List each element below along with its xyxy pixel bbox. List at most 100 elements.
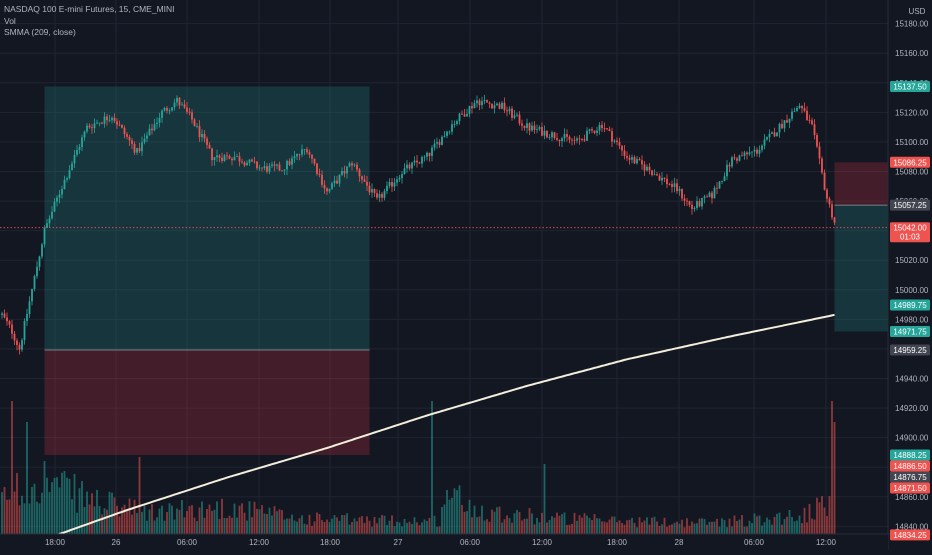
volume-bar bbox=[214, 510, 216, 534]
volume-bar bbox=[436, 527, 438, 534]
candle-body bbox=[619, 142, 621, 145]
volume-bar bbox=[206, 509, 208, 534]
price-label-text: 14989.75 bbox=[893, 301, 927, 310]
volume-bar bbox=[131, 515, 133, 534]
candle-body bbox=[199, 126, 201, 137]
volume-bar bbox=[376, 523, 378, 534]
x-tick-label: 12:00 bbox=[532, 538, 553, 547]
candle-body bbox=[316, 164, 318, 174]
volume-bar bbox=[624, 525, 626, 534]
volume-bar bbox=[231, 518, 233, 534]
volume-bar bbox=[336, 517, 338, 534]
volume-bar bbox=[6, 500, 8, 534]
candle-body bbox=[774, 132, 776, 136]
candle-body bbox=[489, 103, 491, 104]
candle-body bbox=[461, 114, 463, 115]
volume-bar bbox=[544, 464, 546, 534]
volume-bar bbox=[641, 522, 643, 534]
candle-body bbox=[289, 161, 291, 165]
candle-body bbox=[399, 178, 401, 179]
volume-bar bbox=[321, 520, 323, 534]
candle-body bbox=[759, 150, 761, 154]
symbol-title[interactable]: NASDAQ 100 E-mini Futures, 15, CME_MINI bbox=[4, 4, 175, 16]
volume-bar bbox=[536, 518, 538, 534]
candle-body bbox=[146, 135, 148, 138]
candle-body bbox=[319, 174, 321, 175]
candle-body bbox=[581, 139, 583, 140]
volume-bar bbox=[556, 513, 558, 534]
volume-bar bbox=[461, 505, 463, 534]
candle-body bbox=[174, 103, 176, 108]
candle-body bbox=[41, 244, 43, 256]
volume-bar bbox=[526, 519, 528, 534]
volume-bar bbox=[251, 517, 253, 534]
candle-body bbox=[466, 114, 468, 117]
volume-bar bbox=[511, 523, 513, 534]
candle-body bbox=[101, 123, 103, 124]
volume-bar bbox=[106, 510, 108, 534]
volume-bar bbox=[751, 523, 753, 534]
candle-body bbox=[509, 109, 511, 112]
volume-bar bbox=[646, 517, 648, 534]
candle-body bbox=[829, 199, 831, 205]
candle-body bbox=[469, 106, 471, 114]
candle-body bbox=[16, 341, 18, 345]
volume-legend[interactable]: Vol bbox=[4, 16, 175, 28]
volume-bar bbox=[549, 520, 551, 534]
volume-bar bbox=[136, 513, 138, 534]
volume-bar bbox=[486, 519, 488, 534]
volume-bar bbox=[576, 521, 578, 534]
candle-body bbox=[471, 106, 473, 108]
volume-bar bbox=[454, 488, 456, 534]
candle-body bbox=[834, 218, 836, 223]
volume-bar bbox=[296, 522, 298, 534]
candle-body bbox=[109, 120, 111, 121]
candle-body bbox=[784, 120, 786, 128]
volume-bar bbox=[109, 492, 111, 534]
candle-body bbox=[226, 155, 228, 156]
price-label-text: 15057.25 bbox=[893, 201, 927, 210]
candle-body bbox=[651, 170, 653, 175]
candle-body bbox=[596, 130, 598, 132]
candle-body bbox=[824, 173, 826, 190]
volume-bar bbox=[364, 523, 366, 534]
volume-bar bbox=[661, 524, 663, 534]
volume-bar bbox=[664, 518, 666, 534]
volume-bar bbox=[771, 525, 773, 534]
candle-body bbox=[786, 120, 788, 122]
volume-bar bbox=[541, 513, 543, 534]
volume-bar bbox=[786, 517, 788, 534]
volume-bar bbox=[429, 518, 431, 534]
candle-body bbox=[446, 132, 448, 136]
volume-bar bbox=[604, 522, 606, 534]
volume-bar bbox=[399, 522, 401, 534]
candle-body bbox=[129, 137, 131, 141]
volume-bar bbox=[551, 516, 553, 534]
volume-bar bbox=[409, 522, 411, 534]
volume-bar bbox=[776, 514, 778, 534]
candle-body bbox=[131, 140, 133, 143]
candle-body bbox=[296, 154, 298, 156]
candle-body bbox=[796, 108, 798, 111]
candle-body bbox=[91, 127, 93, 128]
candle-body bbox=[369, 186, 371, 193]
volume-bar bbox=[591, 520, 593, 534]
volume-bar bbox=[479, 516, 481, 534]
candle-body bbox=[276, 164, 278, 165]
candle-body bbox=[381, 194, 383, 198]
candle-body bbox=[571, 140, 573, 141]
candle-body bbox=[831, 204, 833, 217]
candle-body bbox=[66, 178, 68, 180]
volume-bar bbox=[241, 503, 243, 534]
smma-legend[interactable]: SMMA (209, close) bbox=[4, 27, 175, 39]
volume-bar bbox=[354, 518, 356, 534]
y-tick-label: 14860.00 bbox=[895, 493, 929, 502]
volume-bar bbox=[794, 521, 796, 534]
candle-body bbox=[291, 158, 293, 164]
x-tick-label: 27 bbox=[394, 538, 403, 547]
candle-body bbox=[624, 151, 626, 157]
candle-body bbox=[494, 105, 496, 108]
volume-bar bbox=[104, 508, 106, 534]
